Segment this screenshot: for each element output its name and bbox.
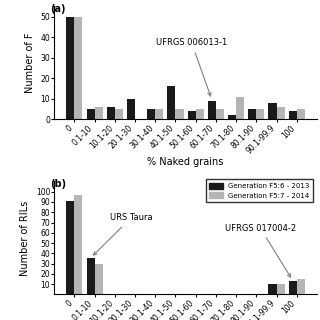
Text: UFRGS 017004-2: UFRGS 017004-2: [225, 224, 296, 277]
Bar: [86, 109, 95, 119]
Text: (a): (a): [50, 4, 66, 14]
Text: (b): (b): [50, 180, 66, 189]
Bar: [115, 109, 123, 119]
Bar: [268, 103, 276, 119]
Bar: [236, 97, 244, 119]
Y-axis label: Number of F: Number of F: [25, 33, 35, 93]
Bar: [127, 99, 135, 119]
Bar: [155, 109, 164, 119]
Bar: [276, 107, 285, 119]
Bar: [66, 17, 75, 119]
Text: UFRGS 006013-1: UFRGS 006013-1: [156, 38, 227, 96]
Bar: [175, 109, 184, 119]
Bar: [208, 101, 216, 119]
Y-axis label: Number of RILs: Number of RILs: [20, 200, 30, 276]
Bar: [268, 284, 276, 294]
Legend: Generation F5:6 - 2013, Generation F5:7 - 2014: Generation F5:6 - 2013, Generation F5:7 …: [205, 179, 313, 202]
Bar: [188, 111, 196, 119]
Bar: [167, 86, 175, 119]
Bar: [75, 17, 83, 119]
Bar: [95, 107, 103, 119]
Bar: [289, 111, 297, 119]
Bar: [95, 264, 103, 294]
Bar: [196, 109, 204, 119]
Text: URS Taura: URS Taura: [93, 213, 152, 255]
Bar: [107, 107, 115, 119]
Bar: [75, 195, 83, 294]
Bar: [256, 109, 264, 119]
Bar: [216, 109, 224, 119]
Bar: [276, 284, 285, 294]
X-axis label: % Naked grains: % Naked grains: [148, 157, 224, 167]
Bar: [297, 109, 305, 119]
Bar: [289, 281, 297, 294]
Bar: [86, 259, 95, 294]
Bar: [297, 279, 305, 294]
Bar: [228, 115, 236, 119]
Bar: [66, 201, 75, 294]
Bar: [147, 109, 155, 119]
Bar: [248, 109, 256, 119]
